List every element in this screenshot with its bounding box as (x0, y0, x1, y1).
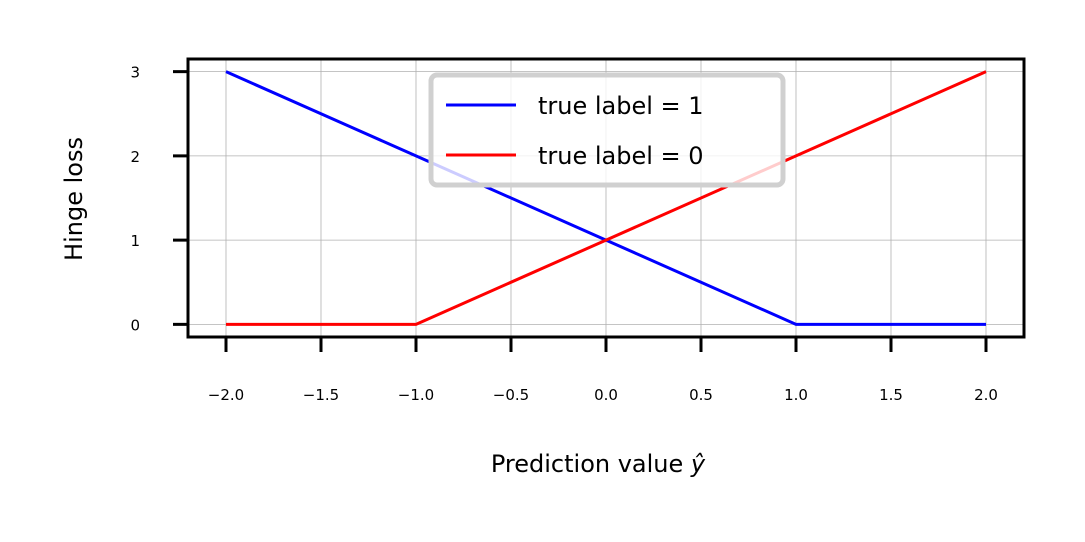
x-tick-label: −2.0 (208, 386, 244, 404)
x-tick-label: −1.0 (398, 386, 434, 404)
legend: true label = 1 true label = 0 (428, 72, 786, 188)
y-axis-ticks: 0 1 2 3 (130, 64, 188, 334)
series-line-2 (226, 70, 987, 326)
y-axis-label: Hinge loss (60, 137, 88, 261)
x-tick-label: 2.0 (974, 386, 998, 404)
y-tick-label: 3 (130, 64, 140, 82)
x-tick-label: 0.0 (594, 386, 618, 404)
x-axis-ticks: −2.0 −1.5 −1.0 −0.5 0.0 0.5 1.0 1.5 2.0 (208, 337, 998, 404)
x-tick-label: 0.5 (689, 386, 713, 404)
series-lines (225, 70, 987, 326)
y-tick-label: 1 (130, 232, 140, 250)
x-tick-label: −1.5 (303, 386, 339, 404)
x-axis-label-symbol: ŷ (690, 450, 706, 478)
legend-box (428, 72, 786, 188)
x-axis-label-text: Prediction value (491, 450, 683, 478)
legend-label: true label = 0 (538, 142, 704, 170)
x-tick-label: −0.5 (493, 386, 529, 404)
y-tick-label: 0 (130, 316, 140, 334)
legend-label: true label = 1 (538, 92, 704, 120)
x-axis-label: Prediction value ŷ (491, 450, 706, 478)
x-tick-label: 1.0 (784, 386, 808, 404)
y-tick-label: 2 (130, 148, 140, 166)
x-tick-label: 1.5 (879, 386, 903, 404)
